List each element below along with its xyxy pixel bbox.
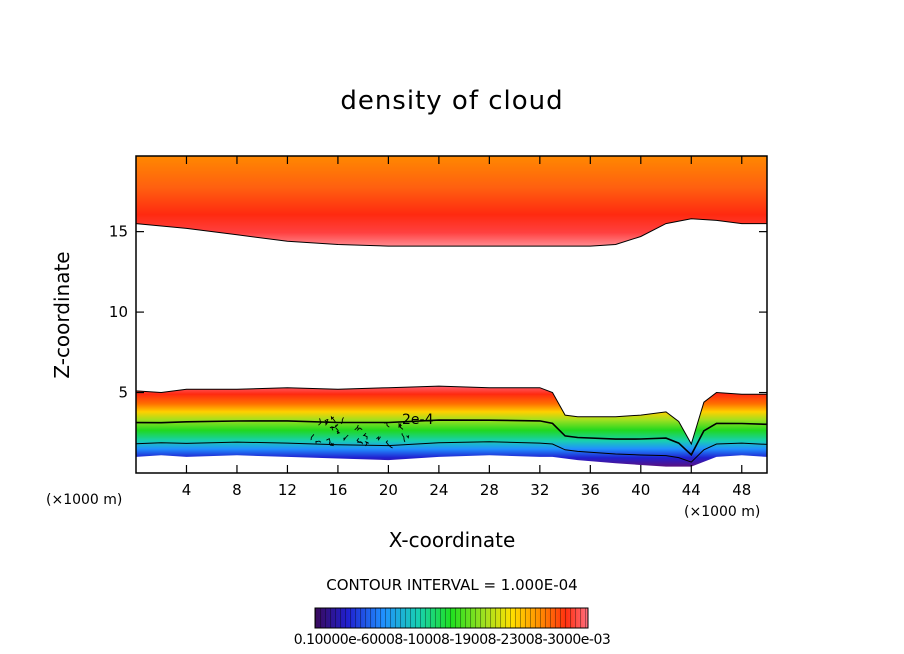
x-tick-label: 20	[379, 481, 398, 499]
y-axis-label: Z-coordinate	[50, 251, 74, 379]
contour-noise-segment	[335, 427, 341, 434]
x-tick-label: 48	[732, 481, 751, 499]
contour-noise-segment	[362, 432, 368, 440]
y-tick-label: 15	[109, 223, 128, 241]
contour-noise-segment	[398, 423, 402, 428]
contour-noise-segment	[398, 423, 404, 430]
contour-noise-segment	[376, 435, 381, 441]
contour-noise-segment	[364, 440, 369, 447]
x-tick-label: 16	[328, 481, 347, 499]
y-tick-label: 10	[109, 303, 128, 321]
x-tick-label: 12	[278, 481, 297, 499]
contour-noise-segment	[329, 426, 335, 431]
contour-noise-segment	[401, 433, 406, 443]
x-axis: 4 8 12 16 20 24 28 32 36 40 44 48	[182, 156, 751, 499]
contour-noise-segment	[357, 441, 363, 445]
contour-noise-segment	[383, 422, 390, 428]
x-tick-label: 8	[232, 481, 242, 499]
contour-noise-segment	[343, 434, 349, 442]
x-tick-label: 28	[480, 481, 499, 499]
x-tick-label: 44	[682, 481, 701, 499]
contour-interval-text: CONTOUR INTERVAL = 1.000E-04	[326, 576, 578, 594]
contour-noise-segment	[326, 438, 331, 445]
contour-noise	[310, 415, 410, 449]
x-axis-label: X-coordinate	[388, 528, 516, 552]
x-unit-label-left: (×1000 m)	[46, 492, 123, 508]
lower-top-contour-line	[136, 385, 767, 446]
x-tick-label: 32	[530, 481, 549, 499]
contour-noise-segment	[315, 440, 322, 444]
x-tick-label: 4	[182, 481, 192, 499]
upper-cloud-layer	[136, 156, 767, 247]
upper-contour-line	[136, 218, 767, 247]
contour-label: 2e-4	[402, 412, 434, 428]
x-tick-label: 24	[429, 481, 448, 499]
lower-cloud-layer	[136, 386, 767, 467]
contour-noise-segment	[310, 434, 315, 441]
x-tick-label: 36	[581, 481, 600, 499]
contour-noise-segment	[354, 424, 359, 431]
contour-2e-4-line	[136, 419, 767, 457]
chart-title: density of cloud	[340, 86, 564, 116]
contour-noise-segment	[318, 418, 322, 426]
plot-frame	[135, 155, 768, 474]
lower-contour-line	[136, 441, 767, 463]
x-unit-label-right: (×1000 m)	[684, 504, 761, 520]
contour-noise-segment	[330, 415, 337, 423]
contour-noise-segment	[385, 440, 393, 449]
x-tick-label: 40	[631, 481, 650, 499]
colorbar-labels: 0.10000e-60008-10008-19008-23008-3000e-0…	[293, 632, 611, 648]
contour-noise-segment	[356, 427, 363, 431]
colorbar-ticks	[315, 608, 588, 628]
contour-noise-segment	[329, 442, 335, 447]
contour-noise-segment	[340, 417, 344, 425]
y-tick-label: 5	[118, 384, 128, 402]
contour-noise-segment	[334, 424, 339, 428]
contour-noise-segment	[406, 435, 410, 439]
contour-noise-segment	[324, 419, 329, 424]
y-axis: 5 10 15	[109, 223, 767, 402]
contour-noise-segment	[325, 419, 329, 426]
